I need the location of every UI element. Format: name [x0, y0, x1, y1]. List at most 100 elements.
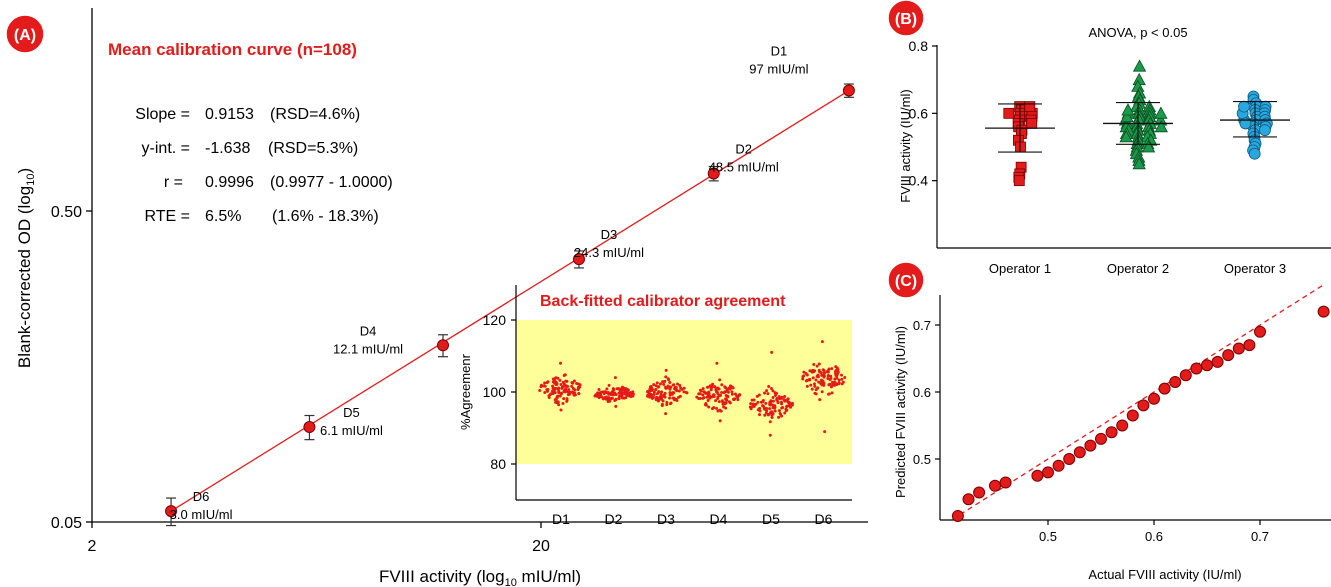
inset-point: [562, 397, 566, 401]
inset-point: [830, 391, 834, 395]
inset-point: [750, 398, 754, 402]
inset-point: [682, 390, 686, 394]
inset-point: [549, 392, 553, 396]
inset-point: [652, 392, 656, 396]
inset-point: [820, 340, 824, 344]
inset-point: [840, 377, 844, 381]
calibrator-label: D2: [735, 142, 752, 157]
inset-point: [564, 384, 568, 388]
inset-point: [812, 363, 816, 367]
stat-name: RTE =: [145, 208, 191, 225]
inset-point: [554, 380, 558, 384]
operator-2-point: [1141, 140, 1156, 153]
inset-point: [764, 406, 768, 410]
prediction-point: [1126, 409, 1139, 422]
inset-point: [685, 391, 689, 395]
operator-1-point: [1003, 107, 1015, 119]
inset-point: [840, 373, 844, 377]
inset-point: [770, 350, 774, 354]
panel-b-y-ticks: 0.4 0.6 0.8: [909, 38, 937, 189]
inset-point: [650, 388, 654, 392]
inset-point: [810, 369, 814, 373]
panel-a-badge: (A): [5, 14, 45, 54]
inset-point: [651, 395, 655, 399]
inset-point: [539, 383, 543, 387]
calibrator-concentration: 3.0 mIU/ml: [170, 507, 233, 522]
inset-point: [829, 376, 833, 380]
inset-point: [720, 383, 724, 387]
inset-point: [559, 361, 563, 365]
calibrator-concentration: 48.5 mIU/ml: [709, 160, 779, 175]
inset-point: [697, 397, 701, 401]
prediction-point: [1042, 466, 1054, 479]
calibrator-label: D4: [360, 323, 377, 338]
inset-point: [617, 396, 621, 400]
inset-point: [542, 384, 546, 388]
inset-point: [620, 385, 624, 389]
inset-point: [707, 405, 711, 409]
inset-point: [843, 375, 847, 379]
inset-point: [765, 389, 769, 393]
prediction-point: [1148, 392, 1160, 405]
prediction-point: [1179, 369, 1192, 382]
inset-point: [777, 415, 781, 419]
inset-point: [841, 380, 845, 384]
inset-point: [665, 400, 669, 404]
prediction-point: [1084, 439, 1097, 452]
inset-point: [805, 384, 809, 388]
inset-y-tick-label: 100: [483, 384, 507, 400]
inset-point: [789, 402, 793, 406]
inset-point: [613, 376, 617, 380]
inset-point: [670, 392, 674, 396]
calibration-plot: D1 97 mIU/ml D2 48.5 mIU/ml D3 24.3 mIU/ml D4 1…: [165, 44, 855, 527]
inset-point: [775, 398, 779, 402]
operator-1-point: [1013, 175, 1025, 187]
inset-point: [827, 383, 831, 387]
inset-point: [773, 391, 777, 395]
inset-point: [608, 399, 612, 403]
inset-point: [811, 376, 815, 380]
inset-point: [726, 390, 730, 394]
inset-point: [784, 407, 788, 411]
inset-point: [833, 370, 837, 374]
inset-point: [717, 400, 721, 404]
inset-point: [730, 392, 734, 396]
calibrator-point: [707, 167, 720, 180]
inset-category-label: D1: [552, 511, 570, 527]
inset-point: [607, 396, 611, 400]
inset-point: [607, 383, 611, 387]
operator-3-point: [1248, 147, 1261, 160]
inset-point: [646, 393, 650, 397]
inset-points: [538, 340, 847, 437]
inset-point: [756, 408, 760, 412]
inset-point: [659, 382, 663, 386]
inset-point: [570, 380, 574, 384]
inset-point: [814, 378, 818, 382]
inset-point: [656, 385, 660, 389]
inset-point: [728, 401, 732, 405]
inset-point: [761, 400, 765, 404]
inset-point: [562, 385, 566, 389]
inset-point: [676, 382, 680, 386]
inset-point: [815, 374, 819, 378]
inset-category-label: D3: [657, 511, 675, 527]
stat-range: (0.9977 - 1.0000): [270, 174, 393, 191]
inset-point: [660, 395, 664, 399]
inset-point: [833, 377, 837, 381]
panel-c-y-tick-label: 0.6: [913, 385, 931, 400]
inset-point: [668, 396, 672, 400]
prediction-point: [1222, 349, 1235, 362]
inset-point: [715, 406, 719, 410]
inset-point: [660, 402, 664, 406]
inset-point: [552, 387, 556, 391]
inset-point: [543, 391, 547, 395]
inset-point: [710, 395, 714, 399]
inset-point: [830, 380, 834, 384]
prediction-point: [1169, 375, 1182, 388]
prediction-point: [1190, 362, 1203, 375]
inset-point: [562, 388, 566, 392]
inset-point: [556, 376, 560, 380]
stat-range: (RSD=4.6%): [270, 106, 360, 123]
inset-point: [715, 361, 719, 365]
inset-point: [721, 402, 725, 406]
